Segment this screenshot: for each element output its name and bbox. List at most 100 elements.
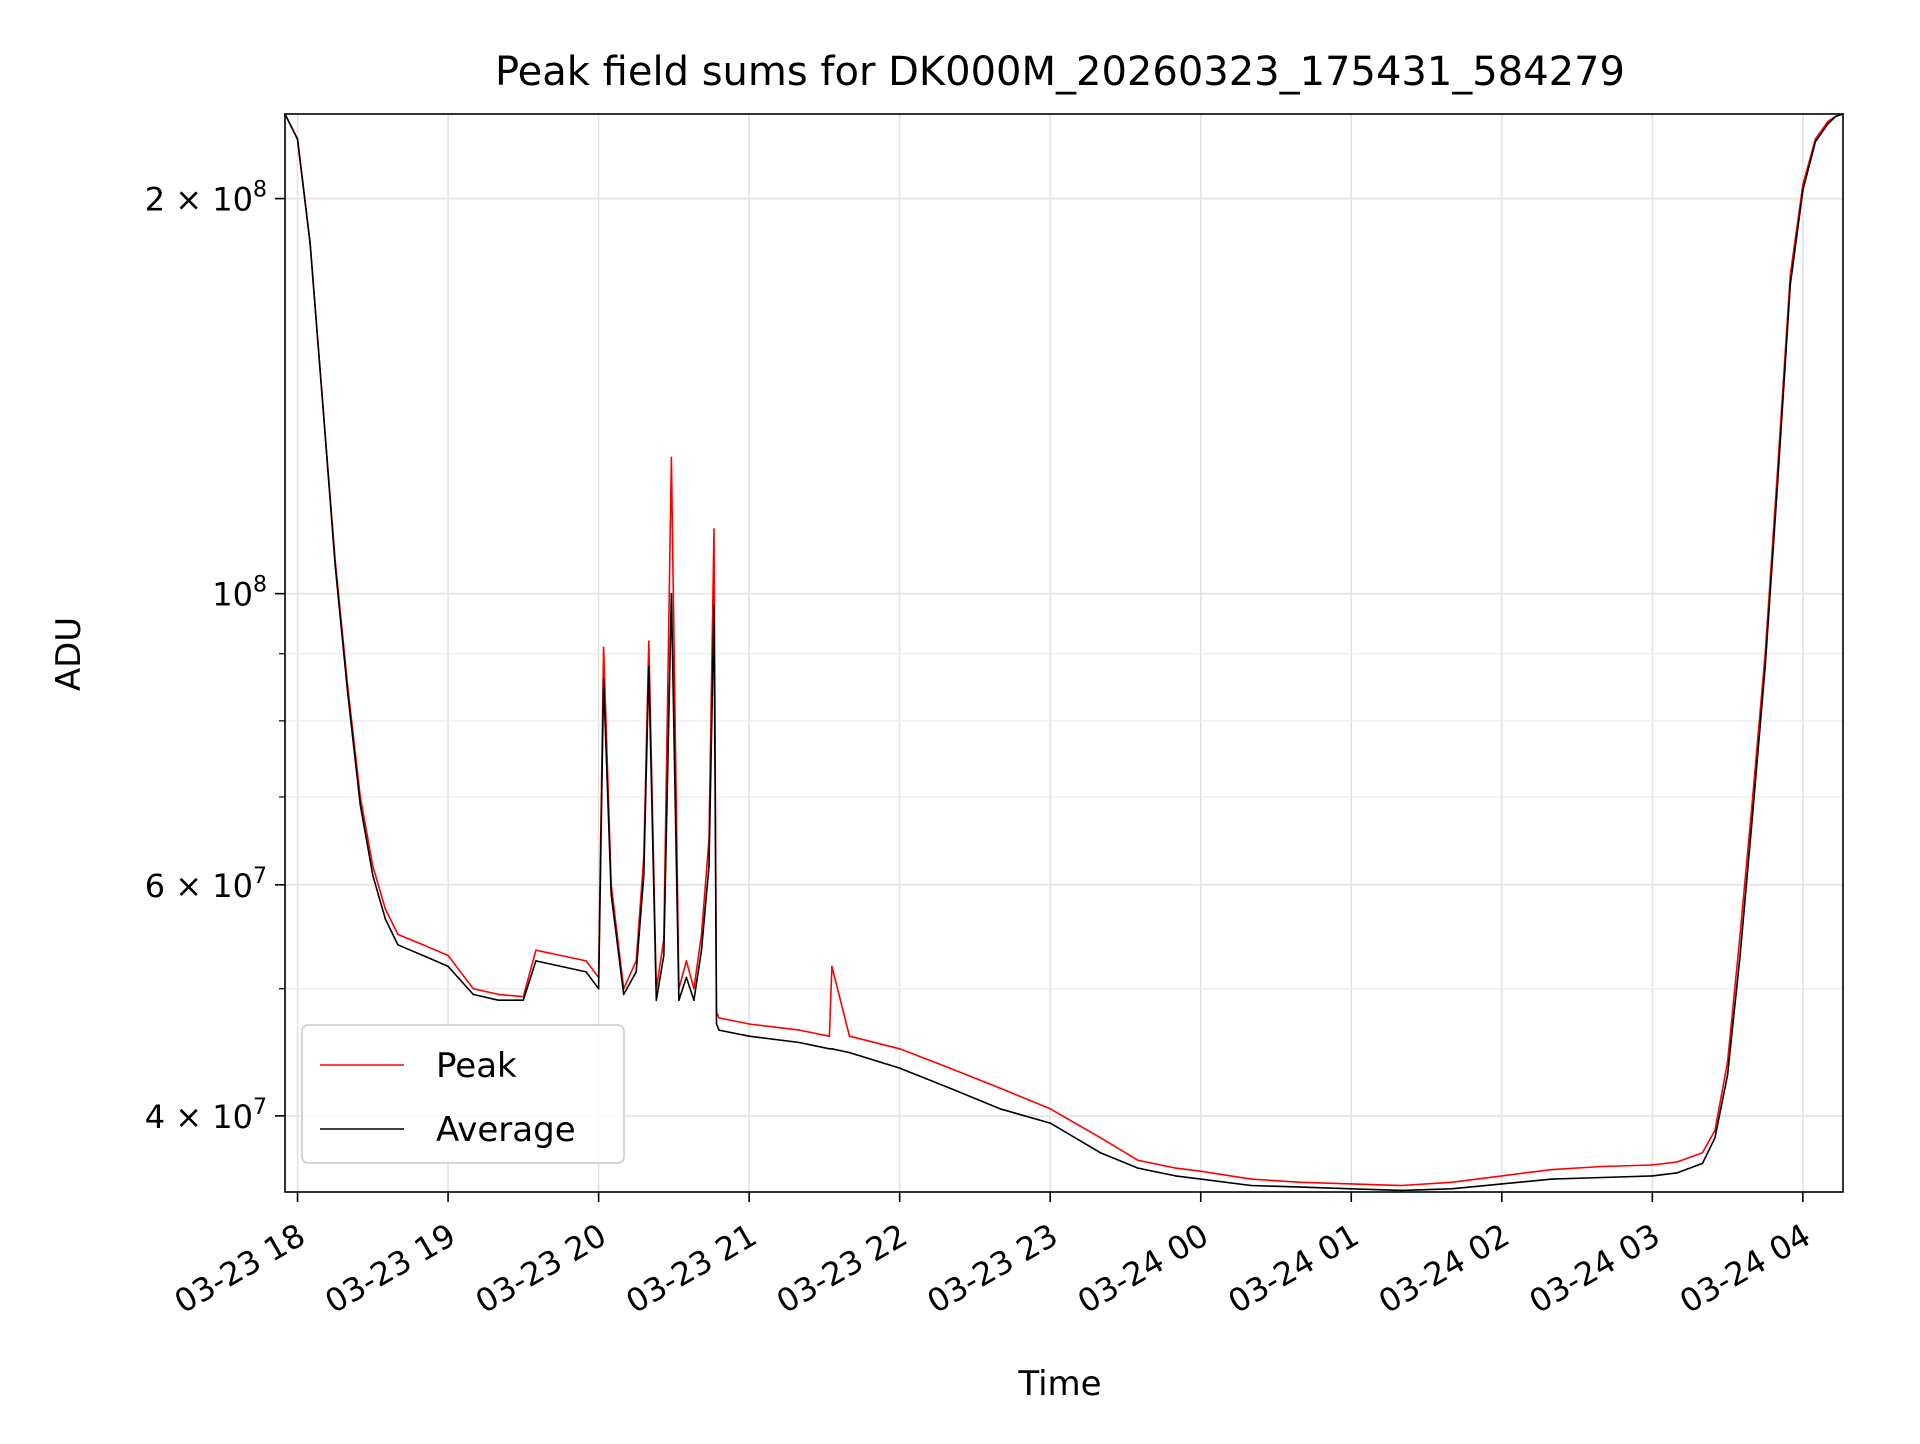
data-point-peak	[1350, 1183, 1353, 1185]
data-point-average	[1834, 115, 1837, 118]
data-point-peak	[1701, 1151, 1704, 1154]
data-point-average	[1250, 1184, 1252, 1187]
legend-label-peak: Peak	[436, 1046, 517, 1086]
x-axis-label: Time	[1017, 1364, 1101, 1404]
data-point-average	[560, 965, 562, 968]
data-point-peak	[1174, 1167, 1177, 1169]
data-point-peak	[898, 1048, 901, 1050]
data-point-average	[685, 976, 688, 979]
data-point-peak	[1802, 183, 1804, 186]
data-point-peak	[1651, 1164, 1654, 1166]
data-point-peak	[1676, 1161, 1679, 1163]
data-point-peak	[949, 1067, 951, 1069]
data-point-average	[1300, 1186, 1302, 1188]
data-point-average	[1501, 1183, 1503, 1185]
data-point-peak	[1450, 1181, 1453, 1184]
data-point-average	[522, 999, 525, 1001]
data-point-peak	[1049, 1108, 1051, 1110]
plot-area-frame	[284, 113, 1844, 1193]
data-point-average	[708, 865, 710, 867]
data-point-peak	[1099, 1136, 1102, 1139]
data-point-peak	[422, 944, 424, 946]
data-point-average	[1137, 1167, 1139, 1169]
data-point-peak	[535, 949, 537, 951]
data-point-peak	[1601, 1165, 1603, 1168]
data-point-average	[1726, 1073, 1729, 1076]
data-point-peak	[1501, 1175, 1503, 1177]
data-point-peak	[1400, 1184, 1403, 1187]
data-point-average	[648, 665, 650, 668]
legend-label-average: Average	[436, 1110, 576, 1150]
data-point-average	[1739, 954, 1741, 957]
grid-lines	[285, 114, 1843, 1192]
series-line-average	[284, 113, 1844, 1192]
data-point-average	[372, 874, 374, 877]
data-point-average	[1199, 1178, 1202, 1180]
data-point-average	[949, 1087, 951, 1089]
data-point-peak	[1751, 796, 1754, 798]
data-point-average	[397, 944, 399, 946]
data-point-peak	[798, 1029, 801, 1031]
y-axis-label: ADU	[49, 617, 89, 691]
series-line-peak	[284, 113, 1844, 1187]
chart-legend: Peak Average	[301, 1024, 625, 1164]
y-tick-label: 108	[212, 573, 267, 614]
data-point-average	[597, 987, 600, 990]
data-point-peak	[1300, 1181, 1302, 1184]
data-point-peak	[848, 1035, 851, 1037]
data-point-average	[384, 918, 387, 920]
data-point-average	[1789, 283, 1792, 286]
data-point-peak	[1551, 1168, 1553, 1171]
data-point-average	[1701, 1162, 1704, 1165]
data-point-peak	[828, 1035, 831, 1037]
data-point-peak	[1199, 1170, 1202, 1172]
data-point-average	[1764, 665, 1766, 668]
data-point-average	[713, 604, 715, 606]
data-point-average	[715, 1023, 718, 1025]
data-point-peak	[748, 1023, 750, 1025]
data-point-average	[663, 954, 665, 957]
data-point-peak	[1814, 138, 1817, 140]
data-point-average	[1174, 1175, 1177, 1177]
data-point-average	[409, 949, 412, 951]
data-point-average	[999, 1108, 1001, 1110]
data-point-average	[497, 999, 500, 1001]
data-point-average	[1827, 123, 1829, 125]
data-point-average	[670, 592, 673, 595]
data-point-peak	[685, 960, 688, 962]
data-point-average	[321, 401, 324, 403]
data-point-peak	[497, 993, 500, 996]
data-point-peak	[1827, 120, 1829, 123]
data-point-average	[1714, 1136, 1716, 1139]
data-point-average	[1676, 1172, 1679, 1174]
data-point-peak	[434, 949, 437, 951]
data-point-average	[447, 965, 449, 968]
data-point-average	[748, 1035, 750, 1037]
data-point-peak	[700, 933, 703, 936]
data-point-peak	[585, 960, 587, 962]
data-point-average	[610, 893, 612, 896]
data-point-average	[1350, 1188, 1353, 1190]
data-point-average	[334, 565, 337, 567]
data-point-average	[359, 804, 362, 806]
data-point-average	[1802, 189, 1804, 191]
data-point-average	[296, 138, 299, 140]
data-point-peak	[372, 865, 374, 867]
data-point-peak	[693, 987, 695, 990]
data-point-peak	[384, 908, 387, 910]
data-point-average	[718, 1029, 720, 1031]
y-tick-label: 2 × 108	[145, 178, 267, 219]
data-point-peak	[718, 1017, 720, 1019]
data-point-average	[622, 993, 625, 996]
data-point-peak	[1739, 933, 1741, 936]
data-point-peak	[409, 938, 412, 941]
data-point-average	[700, 949, 703, 951]
data-point-average	[655, 999, 658, 1001]
data-point-average	[1751, 812, 1754, 815]
data-point-peak	[1726, 1060, 1729, 1063]
data-point-peak	[831, 965, 833, 968]
data-point-average	[585, 971, 587, 973]
data-point-average	[798, 1041, 801, 1044]
data-point-peak	[447, 954, 449, 957]
